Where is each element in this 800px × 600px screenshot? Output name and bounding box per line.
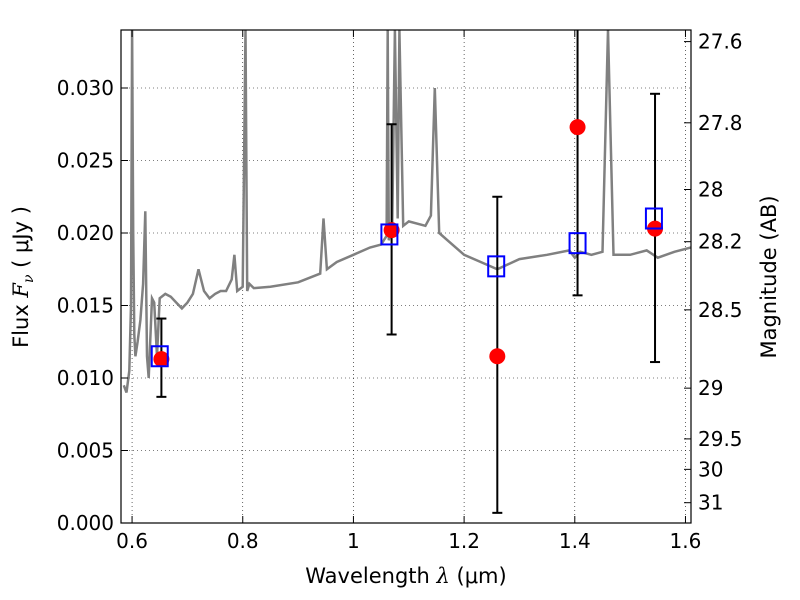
spectrum-line xyxy=(122,30,691,393)
observed-point xyxy=(153,351,170,368)
y2-tick-label: 27.8 xyxy=(698,111,743,135)
y-tick-label: 0.010 xyxy=(57,366,114,390)
x-tick-label: 1 xyxy=(347,529,360,553)
observed-points xyxy=(153,119,664,368)
y2-ticks: 27.6 27.8 28 28.2 28.5 29 29.5 30 31 xyxy=(684,30,743,515)
y2-tick-label: 28.5 xyxy=(698,298,743,322)
observed-point xyxy=(489,348,506,365)
y-tick-label: 0.000 xyxy=(57,511,114,535)
plot-frame xyxy=(120,29,692,524)
y2-tick-label: 29.5 xyxy=(698,427,743,451)
x-tick-label: 1.4 xyxy=(559,529,591,553)
observed-point xyxy=(383,222,400,239)
model-box xyxy=(644,207,663,230)
y-ticks: 0.000 0.005 0.010 0.015 0.020 0.025 0.030 xyxy=(57,76,128,535)
y2-tick-label: 27.6 xyxy=(698,30,743,54)
model-box xyxy=(487,255,506,278)
y-axis-label: Flux Fν ( μJy ) xyxy=(9,206,37,348)
y2-tick-label: 31 xyxy=(698,491,723,515)
model-boxes xyxy=(150,207,663,368)
y2-axis-label: Magnitude (AB) xyxy=(757,195,781,358)
x-tick-label: 1.6 xyxy=(670,529,702,553)
x-tick-label: 0.6 xyxy=(116,529,148,553)
y-tick-label: 0.005 xyxy=(57,439,114,463)
y-tick-label: 0.020 xyxy=(57,221,114,245)
x-axis-label: Wavelength λ (μm) xyxy=(305,564,506,588)
y-tick-label: 0.025 xyxy=(57,149,114,173)
model-box xyxy=(380,223,399,246)
y2-tick-label: 28.2 xyxy=(698,230,743,254)
x-tick-label: 1.2 xyxy=(448,529,480,553)
x-tick-label: 0.8 xyxy=(227,529,259,553)
model-box xyxy=(150,345,169,368)
model-box xyxy=(568,232,587,255)
y2-tick-label: 28 xyxy=(698,178,723,202)
y-tick-label: 0.030 xyxy=(57,76,114,100)
y2-tick-label: 29 xyxy=(698,376,723,400)
x-ticks: 0.6 0.8 1 1.2 1.4 1.6 xyxy=(116,30,701,553)
y-tick-label: 0.015 xyxy=(57,294,114,318)
y2-tick-label: 30 xyxy=(698,457,723,481)
observed-point xyxy=(569,119,586,136)
model-spectrum xyxy=(122,30,691,393)
